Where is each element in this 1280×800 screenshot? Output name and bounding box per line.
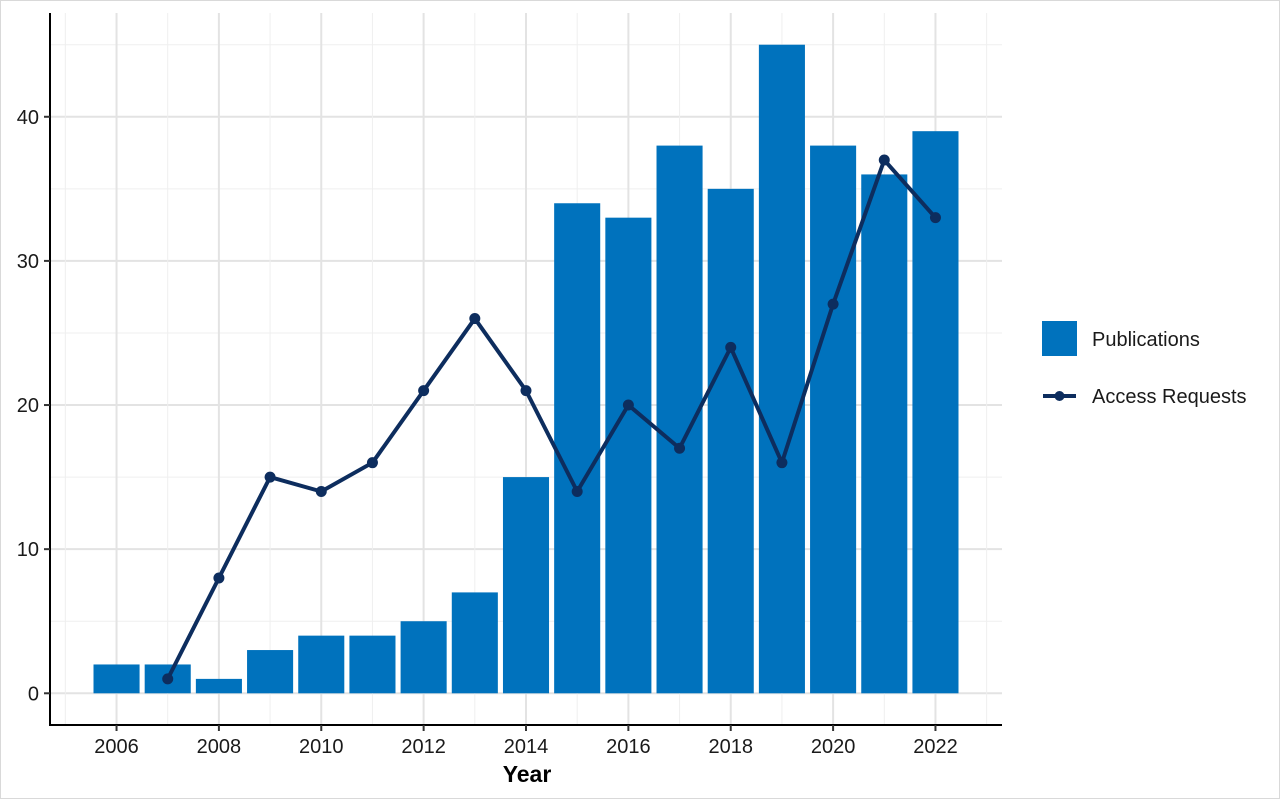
bar-publications-2008 [195,678,242,694]
point-access-requests-2017 [674,442,686,454]
point-access-requests-2022 [929,212,941,224]
bar-publications-2011 [349,635,396,694]
legend-swatch-publications [1042,321,1077,356]
x-axis-title: Year [503,761,552,787]
x-tick-label: 2006 [94,736,139,758]
point-access-requests-2020 [827,298,839,310]
bar-publications-2021 [861,174,908,694]
x-tick-label: 2022 [913,736,958,758]
point-access-requests-2009 [264,471,276,483]
point-access-requests-2007 [162,673,174,685]
x-tick-label: 2018 [708,736,753,758]
point-access-requests-2018 [725,341,737,353]
legend-label-access-requests: Access Requests [1092,386,1247,408]
tick-labels: 0 10 20 30 40 2006 2008 2010 2012 2014 2016 2018 202… [17,107,958,758]
point-access-requests-2010 [315,486,327,498]
point-access-requests-2021 [878,154,890,166]
bar-publications-2015 [554,203,601,694]
y-tick-label: 10 [17,539,39,561]
x-tick-label: 2008 [197,736,242,758]
bar-publications-2020 [810,145,857,694]
point-access-requests-2008 [213,572,225,584]
legend-label-publications: Publications [1092,329,1200,351]
y-tick-label: 30 [17,251,39,273]
line-access-requests [165,158,938,681]
x-tick-label: 2014 [504,736,549,758]
point-access-requests-2014 [520,385,532,397]
y-tick-label: 0 [28,683,39,705]
point-access-requests-2011 [366,457,378,469]
line-series [162,154,941,685]
bar-publications-2009 [247,650,294,694]
x-tick-label: 2012 [401,736,446,758]
bar-publications-2018 [707,188,754,694]
y-tick-label: 20 [17,395,39,417]
point-access-requests-2016 [622,399,634,411]
bar-publications-2013 [451,592,498,694]
point-access-requests-2015 [571,486,583,498]
bar-publications-2016 [605,217,652,694]
bar-publications-2012 [400,621,447,694]
x-tick-label: 2020 [811,736,856,758]
point-access-requests-2013 [469,313,481,325]
bar-publications-2022 [912,131,959,694]
legend-swatch-access-requests-marker [1054,391,1065,401]
x-tick-label: 2010 [299,736,344,758]
y-tick-label: 40 [17,107,39,129]
bar-publications-2019 [758,44,805,694]
bar-series [93,44,959,694]
bar-publications-2010 [298,635,345,694]
point-access-requests-2012 [418,385,430,397]
bar-publications-2014 [502,477,550,694]
legend: Publications Access Requests [1042,321,1247,408]
x-tick-label: 2016 [606,736,651,758]
bar-publications-2006 [93,664,140,694]
point-access-requests-2019 [776,457,788,469]
